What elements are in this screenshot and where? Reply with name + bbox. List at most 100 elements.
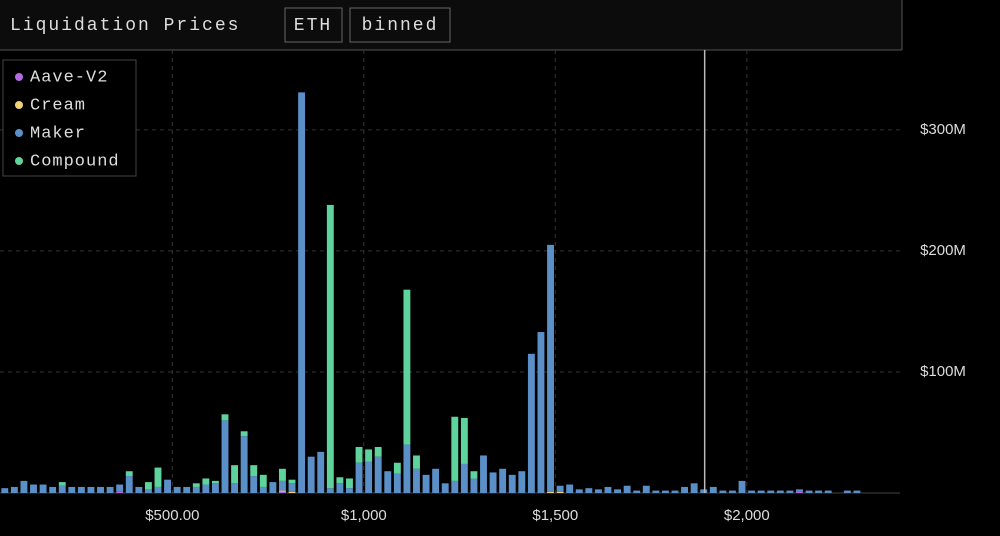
y-tick-label: $100M bbox=[920, 363, 966, 380]
bar-segment bbox=[403, 289, 411, 445]
bar-segment bbox=[642, 485, 650, 493]
asset[interactable]: ETH bbox=[294, 16, 332, 36]
bar-segment bbox=[451, 480, 459, 493]
bar-segment bbox=[259, 474, 267, 487]
bar-segment bbox=[796, 491, 803, 493]
bar-segment bbox=[144, 489, 152, 493]
bar-segment bbox=[77, 486, 85, 493]
bar-segment bbox=[202, 478, 210, 485]
bar-segment bbox=[748, 490, 756, 493]
bar-segment bbox=[776, 490, 784, 493]
bar-segment bbox=[374, 447, 382, 457]
bar-segment bbox=[623, 485, 631, 493]
bar-segment bbox=[97, 486, 104, 493]
bar-segment bbox=[221, 420, 229, 493]
bar-segment bbox=[403, 444, 411, 493]
bar-segment bbox=[288, 479, 296, 484]
bar-segment bbox=[221, 414, 229, 421]
bar-segment bbox=[164, 479, 171, 493]
bar-segment bbox=[30, 484, 37, 493]
bar-segment bbox=[690, 483, 698, 493]
bar-segment bbox=[336, 483, 344, 493]
bar-segment bbox=[269, 482, 277, 493]
bar-segment bbox=[279, 468, 286, 481]
bar-segment bbox=[652, 490, 660, 493]
bar-segment bbox=[279, 480, 286, 491]
bar-segment bbox=[192, 486, 200, 493]
legend-label: Aave-V2 bbox=[30, 68, 108, 87]
bar-segment bbox=[575, 489, 583, 493]
bar-segment bbox=[144, 482, 152, 490]
bar-segment bbox=[58, 482, 66, 486]
bar-segment bbox=[326, 204, 334, 489]
bar-segment bbox=[307, 456, 315, 493]
bar-segment bbox=[68, 486, 76, 493]
bar-segment bbox=[259, 486, 267, 493]
bar-segment bbox=[279, 491, 286, 493]
bar-segment bbox=[183, 486, 191, 493]
bar-segment bbox=[202, 484, 210, 493]
bar-segment bbox=[729, 490, 736, 493]
x-tick-label: $1,000 bbox=[341, 507, 387, 524]
bar-segment bbox=[786, 490, 794, 493]
bar-segment bbox=[441, 483, 449, 493]
bar-segment bbox=[499, 468, 507, 493]
bar-segment bbox=[796, 489, 803, 492]
bar-segment bbox=[451, 416, 459, 481]
bar-segment bbox=[365, 461, 373, 493]
bar-segment bbox=[231, 483, 239, 493]
bar-segment bbox=[106, 486, 114, 493]
bar-segment bbox=[671, 490, 679, 493]
bar-segment bbox=[824, 490, 832, 493]
bar-segment bbox=[192, 483, 200, 487]
bar-segment bbox=[39, 484, 47, 493]
bar-segment bbox=[537, 332, 545, 493]
bar-segment bbox=[211, 480, 219, 484]
mode-box[interactable] bbox=[349, 7, 451, 43]
bar-segment bbox=[518, 471, 526, 493]
legend-marker bbox=[15, 157, 23, 165]
bar-segment bbox=[384, 471, 392, 493]
legend-box bbox=[2, 59, 137, 177]
bar-segment bbox=[288, 491, 296, 493]
bar-segment bbox=[240, 436, 248, 493]
x-tick-label: $500.00 bbox=[145, 507, 199, 524]
bar-segment bbox=[250, 465, 258, 477]
mode[interactable]: binned bbox=[362, 16, 439, 36]
x-tick-label: $1,500 bbox=[532, 507, 578, 524]
bar-segment bbox=[116, 484, 124, 492]
bar-segment bbox=[125, 476, 133, 493]
bar-segment bbox=[154, 467, 162, 487]
bar-segment bbox=[489, 472, 497, 493]
bar-segment bbox=[49, 486, 57, 493]
bar-segment bbox=[594, 489, 602, 493]
bar-segment bbox=[317, 451, 325, 493]
bar-segment bbox=[681, 486, 689, 493]
bar-segment bbox=[700, 489, 708, 493]
bar-segment bbox=[240, 431, 248, 437]
bar-segment bbox=[556, 485, 564, 492]
legend: Aave-V2 Cream Maker Compound bbox=[2, 59, 137, 177]
bar-segment bbox=[566, 484, 574, 493]
bar-segment bbox=[211, 483, 219, 493]
bar-segment bbox=[460, 417, 468, 464]
bar-segment bbox=[279, 490, 286, 492]
bar-segment bbox=[738, 480, 746, 493]
bar-segment bbox=[413, 468, 420, 493]
bar-segment bbox=[288, 483, 296, 492]
bar-segment bbox=[480, 455, 487, 493]
bar-segment bbox=[116, 491, 124, 493]
bar-segment bbox=[585, 488, 593, 493]
bar-segment bbox=[1, 488, 9, 493]
bar-segment bbox=[432, 468, 440, 493]
asset-box[interactable] bbox=[284, 7, 343, 43]
bar-segment bbox=[20, 480, 28, 493]
bar-segment bbox=[527, 353, 535, 493]
bar-segment bbox=[250, 476, 258, 493]
legend-label: Compound bbox=[30, 152, 120, 171]
bar-segment bbox=[843, 490, 851, 493]
y-tick-label: $200M bbox=[920, 242, 966, 259]
bar-segment bbox=[757, 490, 765, 493]
